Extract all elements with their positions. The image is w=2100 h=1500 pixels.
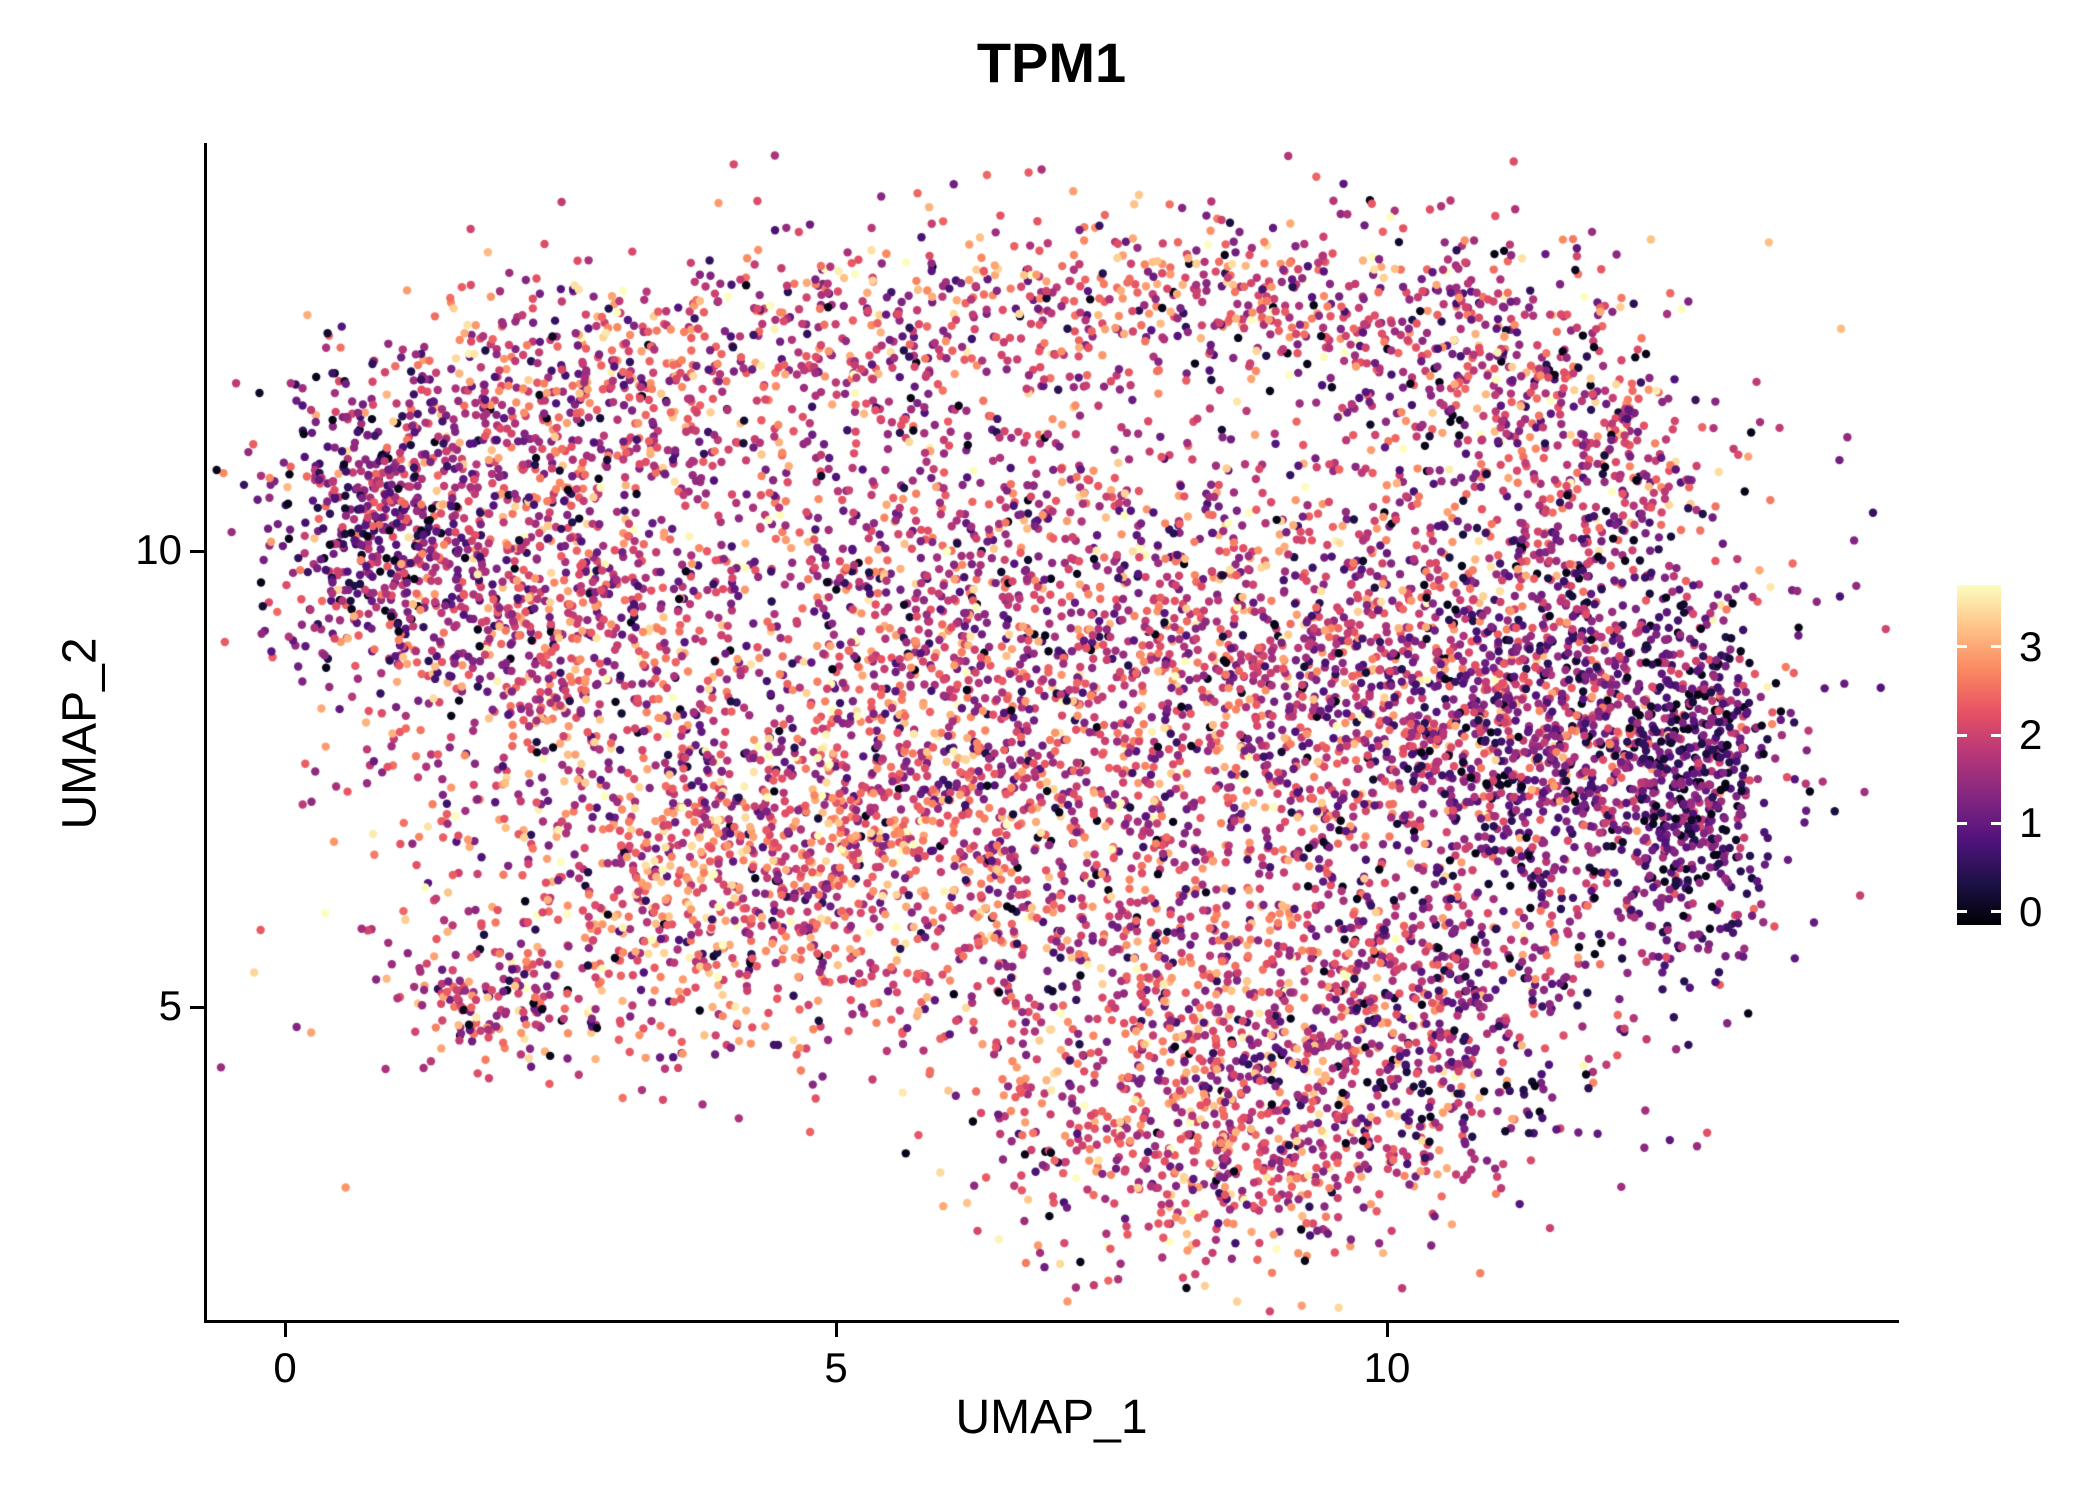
cbar-tick-right-1: [1991, 821, 2001, 825]
x-tick-mark-2: [1385, 1323, 1389, 1337]
y-tick-mark-0: [190, 1005, 204, 1009]
y-tick-label-0: 5: [158, 982, 182, 1029]
colorbar-tick-label-3: 3: [2019, 622, 2043, 670]
y-axis-line: [204, 143, 207, 1323]
x-axis-line: [204, 1320, 1899, 1323]
cbar-tick-right-2: [1991, 733, 2001, 737]
colorbar-tick-label-1: 1: [2019, 799, 2043, 847]
cbar-tick-right-0: [1991, 910, 2001, 914]
x-axis-label: UMAP_1: [955, 1391, 1148, 1444]
plot-title: TPM1: [976, 31, 1127, 94]
cbar-tick-right-3: [1991, 645, 2001, 649]
x-tick-label-1: 5: [824, 1344, 848, 1391]
colorbar-tick-label-2: 2: [2019, 711, 2043, 759]
y-tick-label-1: 10: [135, 526, 182, 573]
y-axis-label: UMAP_2: [53, 637, 107, 830]
cbar-tick-left-2: [1957, 733, 1967, 737]
cbar-tick-left-1: [1957, 821, 1967, 825]
x-tick-label-0: 0: [273, 1344, 297, 1391]
cbar-tick-left-0: [1957, 910, 1967, 914]
y-tick-mark-1: [190, 549, 204, 553]
colorbar-gradient: [1957, 585, 2001, 925]
colorbar-tick-label-0: 0: [2019, 887, 2043, 935]
x-tick-mark-0: [283, 1323, 287, 1337]
x-tick-mark-1: [834, 1323, 838, 1337]
x-tick-label-2: 10: [1363, 1344, 1411, 1391]
cbar-tick-left-3: [1957, 645, 1967, 649]
